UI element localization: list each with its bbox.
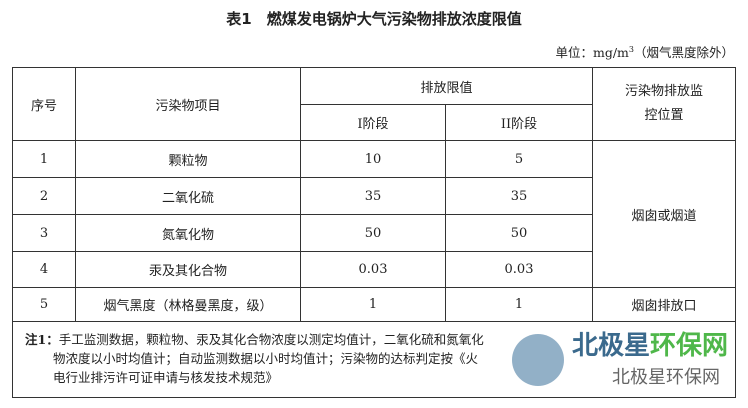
cell-no: 2 [12,177,76,215]
cell-stage2: 50 [445,214,593,252]
table-note: 注1：手工监测数据，颗粒物、汞及其化合物浓度以测定均值计，二氧化硫和氮氧化物浓度… [12,321,736,398]
emission-limits-table: 序号 污染物项目 排放限值 污染物排放监控位置 I阶段 II阶段 1 颗粒物 10 5… [12,67,736,398]
header-stage2: II阶段 [445,104,593,141]
cell-stage2: 1 [445,287,593,322]
table-title: 表1 燃煤发电锅炉大气污染物排放浓度限值 [226,10,522,28]
cell-stage1: 35 [300,177,446,215]
header-limit: 排放限值 [300,67,593,105]
cell-stage1: 1 [300,287,446,322]
header-stage1: I阶段 [300,104,446,141]
cell-stage2: 35 [445,177,593,215]
cell-location: 烟囱排放口 [592,287,736,322]
cell-pollutant: 颗粒物 [75,140,301,178]
header-no: 序号 [12,67,76,141]
header-pollutant: 污染物项目 [75,67,301,141]
table-row: 1 颗粒物 10 5 烟囱或烟道 [12,140,736,288]
cell-pollutant: 烟气黑度（林格曼黑度，级） [75,287,301,322]
cell-stage2: 5 [445,140,593,178]
cell-location: 烟囱或烟道 [592,140,736,288]
cell-stage2: 0.03 [445,251,593,288]
table-row: 4 汞及其化合物 0.03 0.03 [12,251,736,288]
cell-stage1: 50 [300,214,446,252]
cell-no: 5 [12,287,76,322]
cell-no: 1 [12,140,76,178]
header-location: 污染物排放监控位置 [592,67,736,141]
unit-label: 单位：mg/m3（烟气黑度除外） [555,44,734,60]
cell-stage1: 10 [300,140,446,178]
cell-pollutant: 二氧化硫 [75,177,301,215]
cell-stage1: 0.03 [300,251,446,288]
cell-pollutant: 汞及其化合物 [75,251,301,288]
cell-no: 4 [12,251,76,288]
cell-no: 3 [12,214,76,252]
table-row: 5 烟气黑度（林格曼黑度，级） 1 1 烟囱排放口 [12,287,736,322]
cell-pollutant: 氮氧化物 [75,214,301,252]
table-row: 3 氮氧化物 50 50 [12,214,736,252]
